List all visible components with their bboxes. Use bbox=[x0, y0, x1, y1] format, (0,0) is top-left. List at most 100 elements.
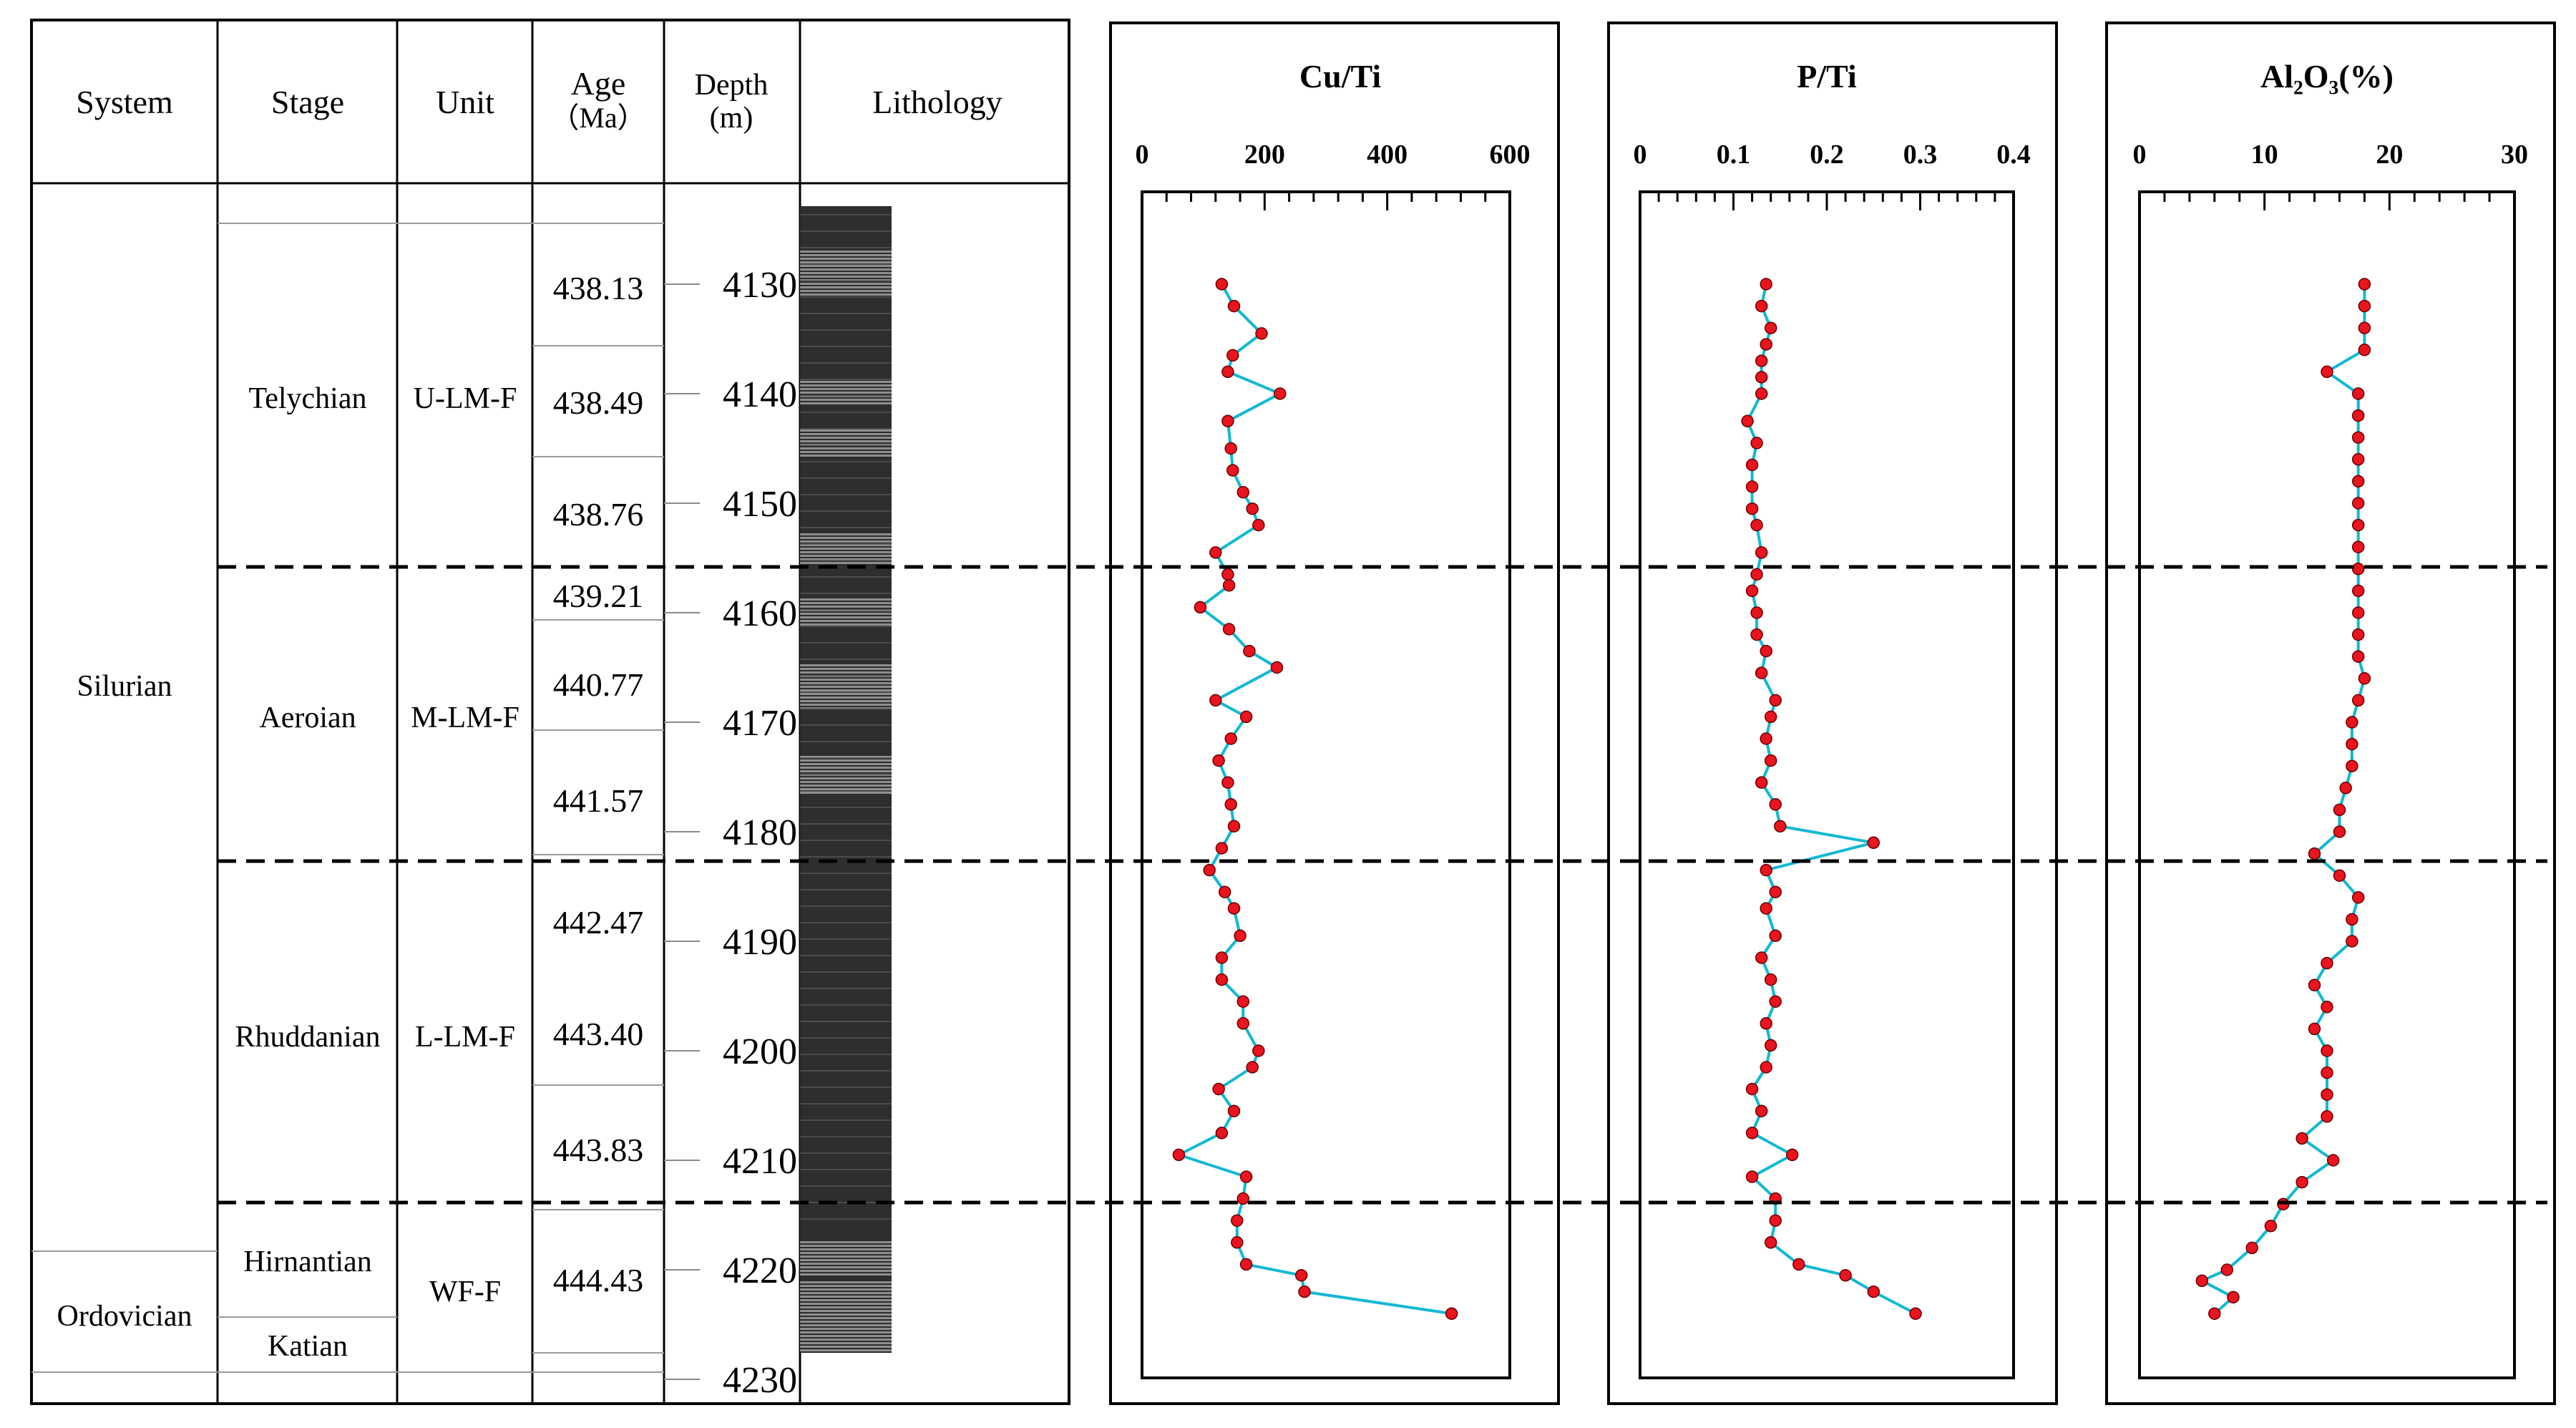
age-label: 443.40 bbox=[553, 1016, 644, 1052]
header-age: Age bbox=[571, 65, 626, 102]
lithology-band bbox=[800, 268, 892, 271]
header-unit: Unit bbox=[436, 84, 494, 120]
panel-frame-cu-ti bbox=[1109, 21, 1560, 1405]
lithology-band bbox=[800, 440, 892, 442]
data-point bbox=[1218, 885, 1231, 898]
lithology-band bbox=[800, 682, 892, 684]
lithology-band bbox=[800, 1273, 892, 1276]
data-point bbox=[2351, 475, 2365, 488]
data-point bbox=[1741, 414, 1754, 428]
data-point bbox=[2333, 869, 2346, 882]
x-tick-label: 10 bbox=[2251, 140, 2278, 170]
data-point bbox=[1209, 546, 1222, 559]
data-point bbox=[1909, 1307, 1922, 1320]
depth-tick-label: 4230 bbox=[723, 1360, 797, 1401]
lithology-band bbox=[800, 598, 892, 601]
data-point bbox=[2321, 1088, 2333, 1101]
lithology-band bbox=[800, 788, 892, 790]
unit-label: WF-F bbox=[429, 1276, 501, 1308]
lithology-band bbox=[800, 251, 892, 253]
data-point bbox=[1769, 885, 1782, 898]
data-point bbox=[2245, 1241, 2258, 1255]
data-point bbox=[1231, 1214, 1244, 1227]
lithology-band bbox=[800, 551, 892, 553]
header-depth-unit: (m) bbox=[710, 102, 753, 135]
data-point bbox=[1212, 1082, 1225, 1096]
data-point bbox=[1750, 568, 1763, 581]
header-stage: Stage bbox=[271, 84, 344, 120]
lithology-band bbox=[800, 1342, 892, 1344]
data-point bbox=[1769, 995, 1782, 1008]
data-point bbox=[1274, 387, 1287, 400]
data-point bbox=[1234, 929, 1246, 943]
data-point bbox=[2346, 737, 2358, 751]
lithology-band bbox=[800, 1331, 892, 1334]
data-point bbox=[1212, 754, 1225, 767]
data-point bbox=[1226, 464, 1239, 477]
data-point bbox=[1760, 278, 1772, 291]
data-point bbox=[2326, 1154, 2340, 1167]
data-point bbox=[1221, 568, 1234, 581]
lithology-band bbox=[800, 1266, 892, 1268]
lithology-band bbox=[800, 392, 892, 394]
chart-title: Al₂O₃(%) bbox=[2260, 58, 2394, 94]
data-point bbox=[2358, 672, 2371, 685]
unit-label: L-LM-F bbox=[415, 1021, 515, 1054]
depth-tick-label: 4160 bbox=[723, 593, 797, 634]
data-point bbox=[1252, 518, 1265, 532]
table-frame bbox=[30, 19, 1070, 1405]
lithology-band bbox=[800, 1346, 892, 1348]
lithology-band bbox=[800, 293, 892, 296]
lithology-band bbox=[800, 451, 892, 453]
age-label: 439.21 bbox=[553, 578, 644, 614]
data-point bbox=[2351, 387, 2365, 400]
lithology-band bbox=[800, 759, 892, 762]
data-point bbox=[1760, 902, 1772, 915]
lithology-band bbox=[800, 1252, 892, 1254]
data-point bbox=[1755, 546, 1768, 559]
data-point bbox=[1760, 644, 1772, 658]
lithology-band bbox=[800, 1317, 892, 1319]
data-point bbox=[2321, 1001, 2333, 1014]
data-point bbox=[1764, 754, 1777, 767]
unit-label: M-LM-F bbox=[411, 701, 519, 734]
chart-cu-ti: Cu/Ti 0 200 400 600 bbox=[1136, 58, 1531, 1379]
lithology-band bbox=[800, 1339, 892, 1341]
lithology-band bbox=[800, 537, 892, 539]
data-point bbox=[1236, 995, 1250, 1008]
lithology-band bbox=[800, 686, 892, 688]
lithology-band bbox=[800, 261, 892, 263]
series-line bbox=[2200, 284, 2366, 1315]
lithology-band bbox=[800, 433, 892, 435]
age-label: 438.49 bbox=[553, 384, 644, 421]
data-point bbox=[1221, 414, 1234, 428]
lithology-band bbox=[800, 1248, 892, 1250]
data-point bbox=[1227, 299, 1241, 313]
data-point bbox=[1760, 1061, 1772, 1074]
data-point bbox=[1239, 1258, 1253, 1271]
data-point bbox=[1226, 349, 1239, 362]
data-point bbox=[1755, 1104, 1768, 1117]
lithology-band bbox=[800, 399, 892, 401]
data-point bbox=[1760, 338, 1772, 351]
data-point bbox=[1215, 973, 1229, 986]
data-point bbox=[2351, 628, 2365, 641]
header-depth: Depth bbox=[695, 69, 769, 102]
data-point bbox=[1764, 321, 1777, 334]
data-point bbox=[2333, 825, 2346, 838]
lithology-band bbox=[800, 770, 892, 772]
data-point bbox=[1236, 1017, 1250, 1030]
lithology-band bbox=[800, 437, 892, 439]
data-point bbox=[1221, 776, 1234, 789]
lithology-band bbox=[800, 792, 892, 794]
data-point bbox=[1209, 694, 1222, 707]
data-point bbox=[1224, 732, 1237, 745]
data-point bbox=[2321, 956, 2333, 970]
x-tick-label: 20 bbox=[2376, 140, 2403, 170]
data-point bbox=[1867, 1285, 1880, 1298]
lithology-band bbox=[800, 785, 892, 787]
unit-label: U-LM-F bbox=[414, 382, 517, 415]
data-point bbox=[1764, 1236, 1777, 1249]
lithology-banding bbox=[800, 214, 892, 1351]
data-point bbox=[1227, 820, 1241, 833]
